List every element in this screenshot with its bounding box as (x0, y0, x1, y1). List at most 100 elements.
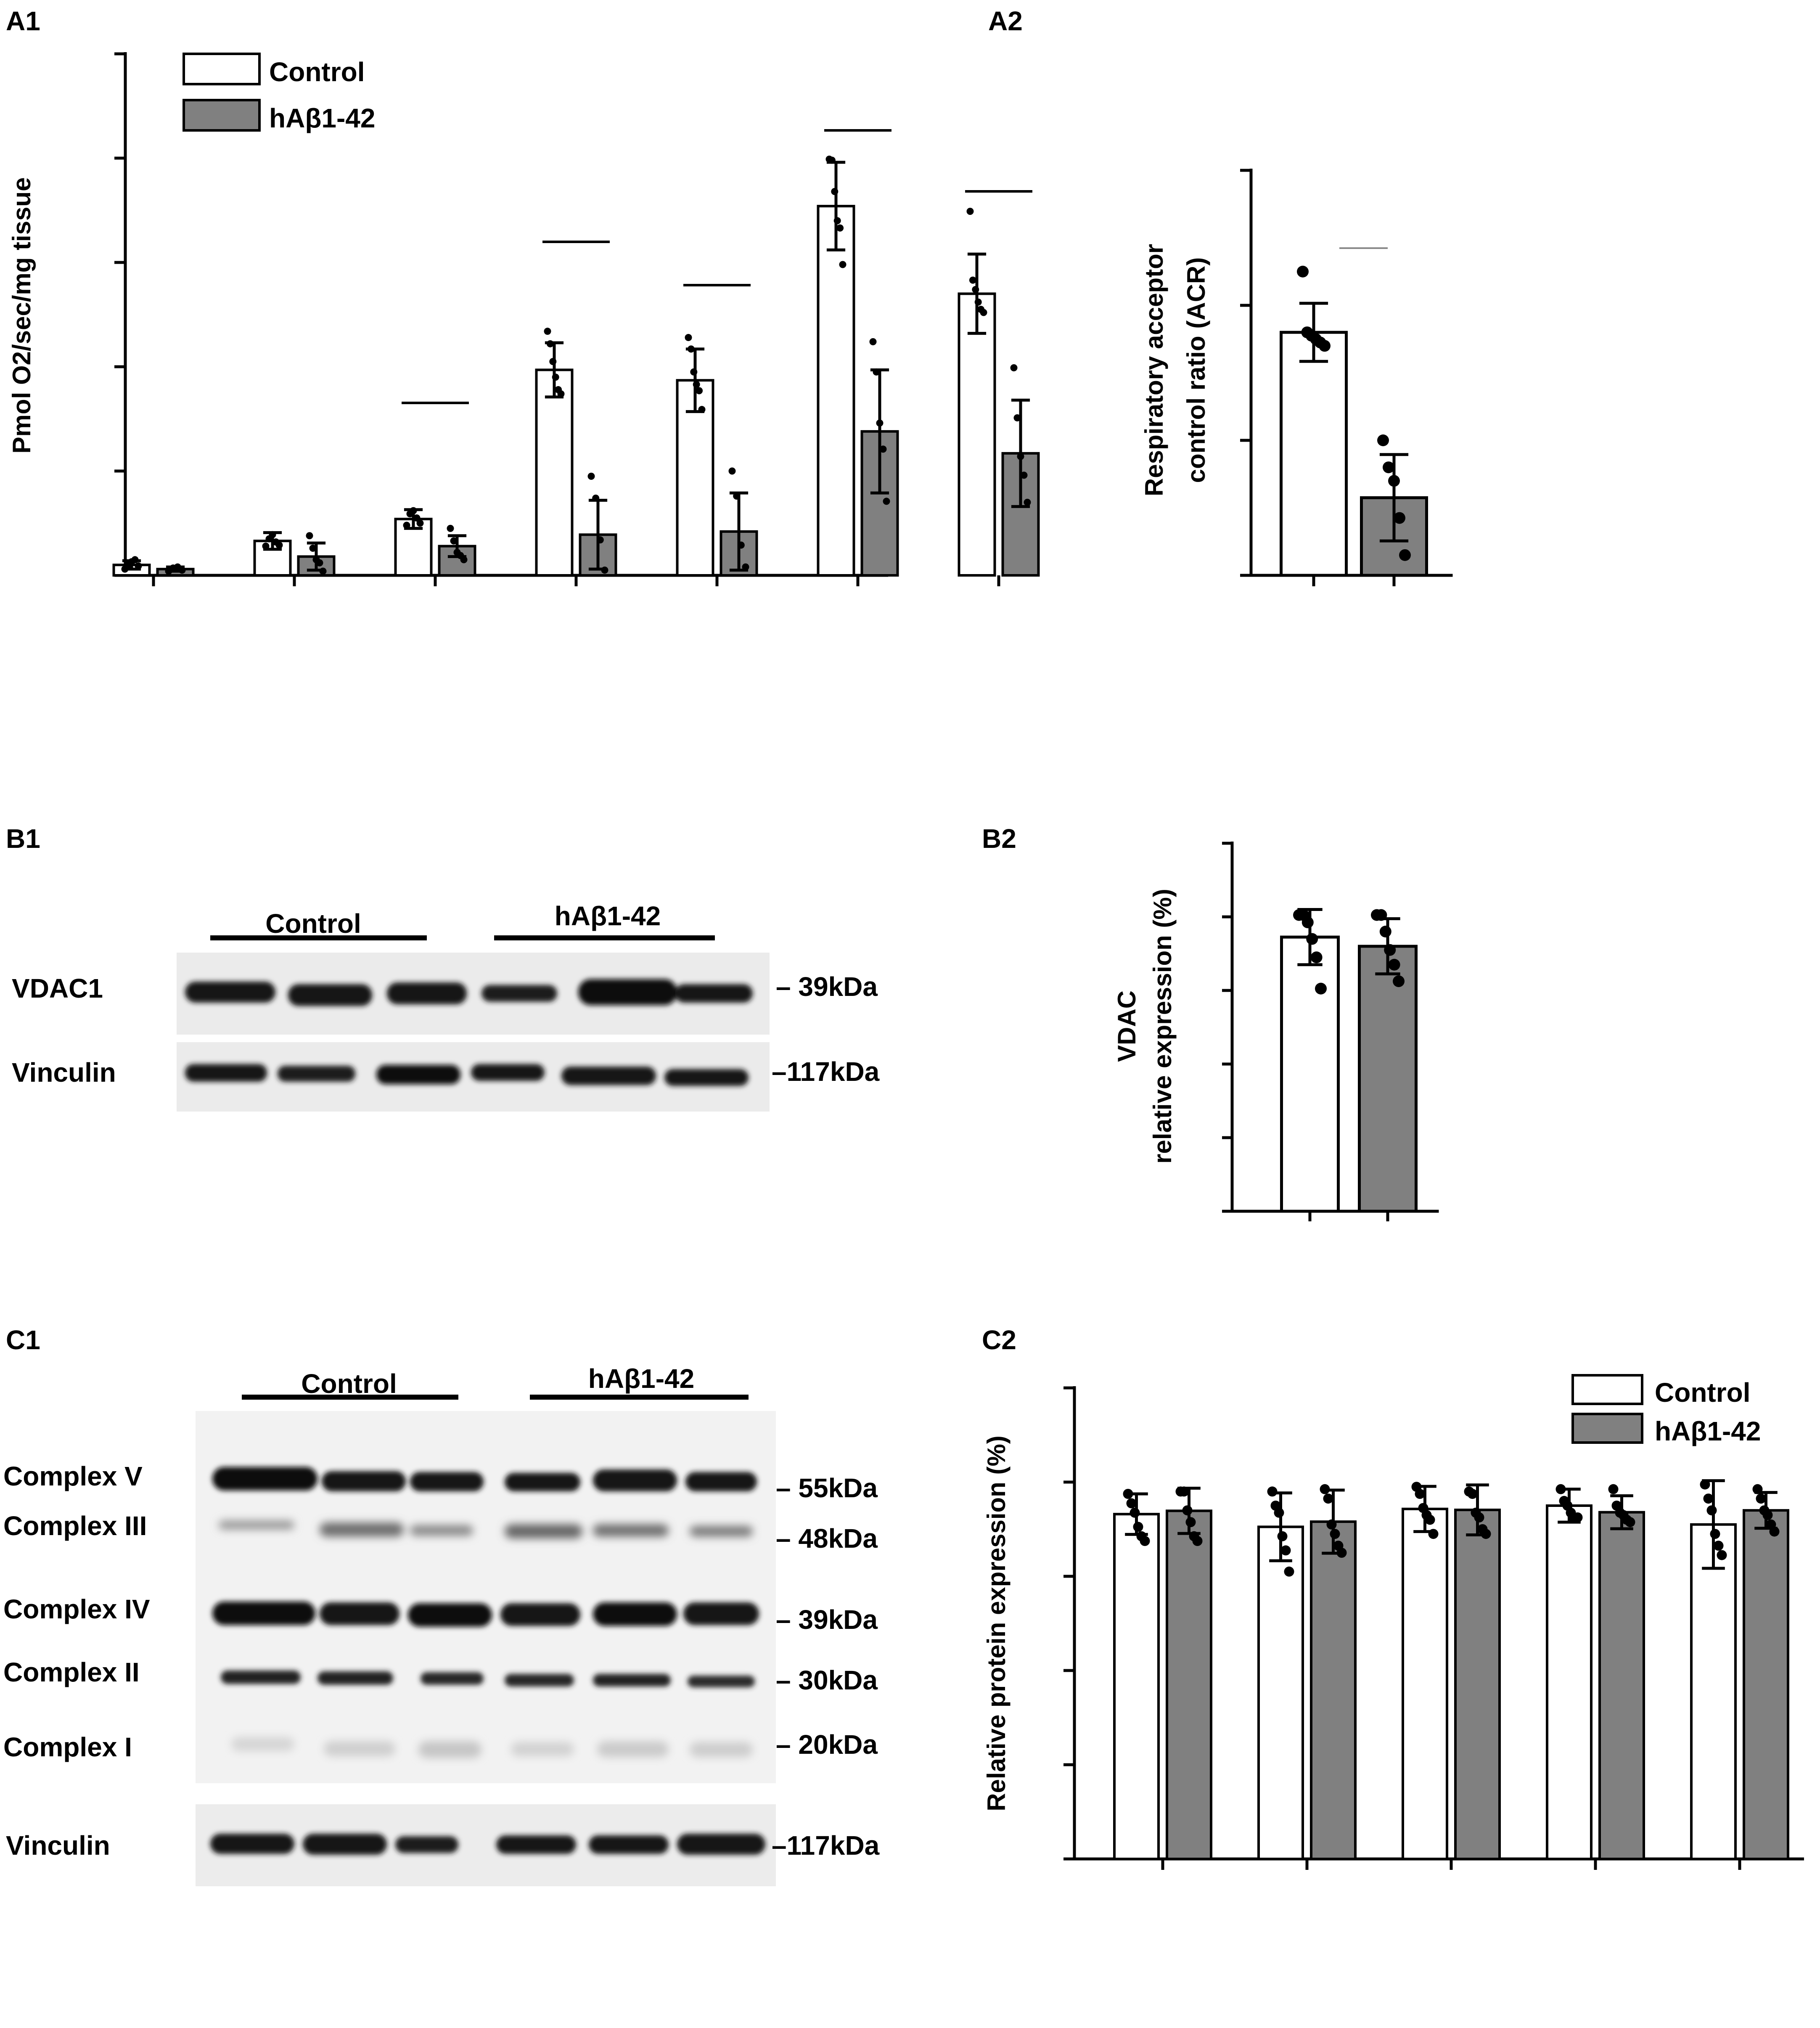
data-point (1703, 1493, 1714, 1504)
data-point (1388, 958, 1400, 971)
c2-legend: Control hAβ1-42 (1571, 1374, 1761, 1446)
c1-band (320, 1602, 399, 1625)
c1-marker-48kda: – 48kDa (776, 1523, 878, 1554)
c1-band (505, 1674, 574, 1686)
bar-control (1280, 331, 1348, 577)
data-point (306, 532, 313, 540)
c1-band (320, 1522, 404, 1537)
bar-treated (1358, 945, 1418, 1213)
data-point (1474, 1512, 1484, 1522)
data-point (309, 545, 317, 552)
data-point (269, 531, 276, 538)
data-point (828, 156, 836, 164)
c1-band (231, 1737, 294, 1751)
data-point (549, 358, 557, 365)
b1-band (278, 1066, 355, 1082)
c1-band (593, 1602, 677, 1626)
data-point (696, 387, 703, 394)
c2-legend-label-treated: hAβ1-42 (1655, 1416, 1761, 1446)
c2-legend-label-control: Control (1655, 1377, 1751, 1408)
data-point (1310, 951, 1323, 964)
data-point (1625, 1517, 1635, 1528)
b1-band (185, 982, 275, 1003)
c1-band (410, 1472, 484, 1491)
data-point (1710, 1529, 1720, 1539)
data-point (1752, 1484, 1763, 1494)
b1-band (471, 1064, 545, 1081)
a2-y-axis-label-line1: Respiratory acceptor (1140, 244, 1168, 496)
b1-band (481, 985, 557, 1002)
c1-band (210, 1834, 294, 1854)
data-point (972, 286, 979, 293)
c1-band (690, 1742, 753, 1757)
data-point (319, 567, 327, 575)
a2-y-axis-label-line2: control ratio (ACR) (1182, 257, 1210, 483)
data-point (742, 563, 749, 571)
data-point (690, 368, 698, 376)
b1-marker-39kda: – 39kDa (776, 972, 878, 1002)
chart-c2: Relative protein expression (%) Control … (982, 1374, 1804, 1870)
data-point (403, 522, 410, 529)
a1-legend-label-treated: hAβ1-42 (269, 103, 375, 133)
data-point (833, 217, 841, 225)
data-point (1297, 265, 1309, 278)
b1-row-label-vinculin: Vinculin (12, 1057, 116, 1088)
c1-band (511, 1742, 574, 1756)
bar-control (1402, 1507, 1448, 1861)
c1-bands (210, 1467, 765, 1855)
data-point (592, 494, 600, 502)
bar-control (1280, 935, 1340, 1213)
data-point (1762, 1510, 1773, 1520)
data-point (733, 492, 741, 500)
data-point (1185, 1517, 1196, 1528)
c1-band (683, 1602, 759, 1625)
a1-legend-swatch-control (183, 53, 261, 85)
data-point (698, 406, 706, 413)
data-point (1319, 340, 1331, 352)
data-point (836, 224, 844, 232)
bar-treated (1310, 1520, 1357, 1861)
data-point (1399, 549, 1411, 561)
data-point (178, 567, 186, 574)
data-point (1377, 434, 1389, 446)
b1-group-label-control: Control (265, 908, 361, 939)
c1-band (690, 1526, 753, 1537)
data-point (883, 498, 890, 505)
data-point (135, 562, 142, 570)
data-point (1393, 975, 1405, 988)
data-point (831, 188, 839, 195)
a1-y-axis-label: Pmol O2/sec/mg tissue (8, 177, 36, 454)
data-point (1383, 461, 1394, 474)
data-point (1182, 1505, 1193, 1516)
data-point (1384, 944, 1396, 956)
data-point (1336, 1548, 1347, 1558)
data-point (1010, 364, 1018, 371)
data-point (275, 541, 283, 549)
data-point (552, 373, 559, 381)
data-point (1388, 475, 1400, 487)
c1-band (324, 1741, 395, 1756)
blot-c1: Control hAβ1-42 (3, 1363, 880, 1886)
data-point (1017, 453, 1024, 460)
data-point (974, 298, 982, 306)
c1-band (500, 1603, 580, 1626)
bar-control (535, 368, 574, 577)
data-point (1133, 1522, 1143, 1532)
b1-band (664, 1069, 749, 1086)
data-point (447, 524, 454, 532)
a1-legend: Control hAβ1-42 (183, 53, 375, 133)
data-point (1126, 1498, 1137, 1509)
data-point (869, 338, 877, 345)
data-point (460, 556, 468, 564)
data-point (1123, 1489, 1133, 1499)
data-point (1024, 498, 1031, 506)
bar-control (1257, 1525, 1304, 1860)
bar-control (676, 379, 714, 577)
c1-band (496, 1835, 576, 1854)
c1-band (589, 1835, 669, 1854)
bar-control (1546, 1504, 1592, 1860)
data-point (557, 390, 565, 397)
c1-row-label-complex-v: Complex V (3, 1461, 143, 1491)
data-point (980, 309, 987, 316)
